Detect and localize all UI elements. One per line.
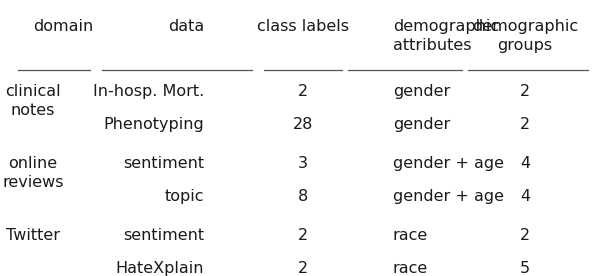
Text: race: race [393,261,428,276]
Text: gender + age: gender + age [393,156,504,171]
Text: gender + age: gender + age [393,189,504,204]
Text: gender: gender [393,117,450,132]
Text: 2: 2 [520,228,530,243]
Text: data: data [168,19,204,34]
Text: 2: 2 [298,84,308,99]
Text: Twitter: Twitter [6,228,60,243]
Text: 2: 2 [298,228,308,243]
Text: domain: domain [33,19,93,34]
Text: 2: 2 [520,117,530,132]
Text: class labels: class labels [257,19,349,34]
Text: 2: 2 [520,84,530,99]
Text: topic: topic [164,189,204,204]
Text: clinical
notes: clinical notes [5,84,61,118]
Text: In-hosp. Mort.: In-hosp. Mort. [93,84,204,99]
Text: sentiment: sentiment [123,228,204,243]
Text: race: race [393,228,428,243]
Text: 3: 3 [298,156,308,171]
Text: 2: 2 [298,261,308,276]
Text: gender: gender [393,84,450,99]
Text: 4: 4 [520,189,530,204]
Text: demographic
attributes: demographic attributes [393,19,499,53]
Text: 4: 4 [520,156,530,171]
Text: 8: 8 [298,189,308,204]
Text: 5: 5 [520,261,530,276]
Text: sentiment: sentiment [123,156,204,171]
Text: Phenotyping: Phenotyping [103,117,204,132]
Text: demographic
groups: demographic groups [472,19,578,53]
Text: 28: 28 [293,117,313,132]
Text: HateXplain: HateXplain [116,261,204,276]
Text: online
reviews: online reviews [2,156,64,190]
